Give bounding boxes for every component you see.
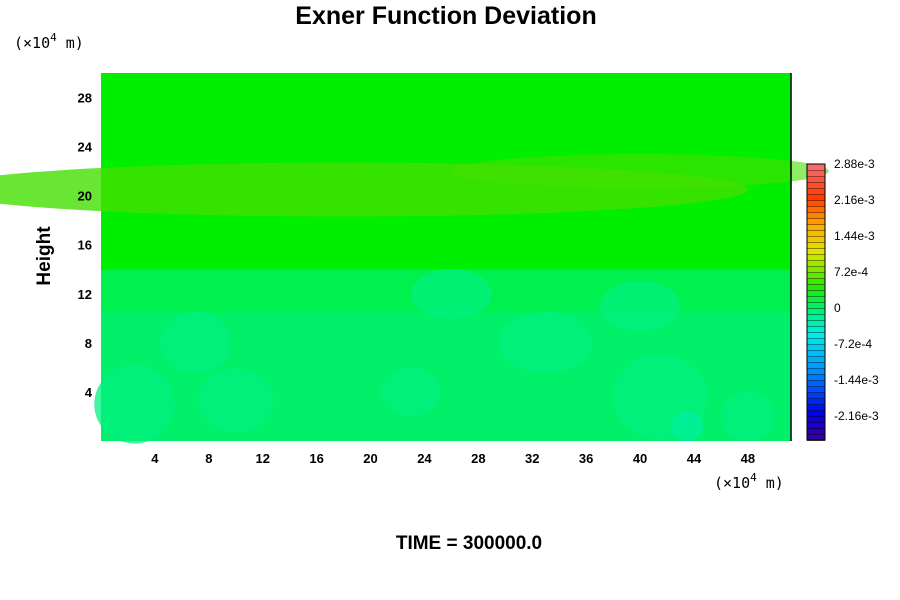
colorbar-segment: [806, 313, 826, 321]
colorbar-segment: [806, 217, 826, 225]
x-tick-label: 20: [363, 451, 377, 466]
colorbar-segment: [806, 265, 826, 273]
colorbar-segment: [806, 283, 826, 291]
x-tick-label: 4: [151, 451, 159, 466]
colorbar-segment: [806, 199, 826, 207]
positive-band-east: [451, 153, 829, 189]
colorbar-segment: [806, 187, 826, 195]
colorbar-segment: [806, 361, 826, 369]
colorbar-segment: [806, 229, 826, 237]
colorbar-segment: [806, 223, 826, 231]
contour-plot-area: [0, 73, 829, 444]
colorbar-segment: [806, 277, 826, 285]
colorbar-frame: [806, 163, 826, 441]
colorbar-segment: [806, 403, 826, 411]
negative-patch: [720, 391, 775, 441]
colorbar-segment: [806, 241, 826, 249]
colorbar-segment: [806, 211, 826, 219]
x-tick-label: 28: [471, 451, 485, 466]
colorbar: 2.88e-3 2.16e-3 1.44e-3 7.2e-4 0 -7.2e-4 -1.44…: [806, 157, 879, 441]
y-tick-label: 20: [78, 189, 92, 204]
colorbar-segment: [806, 205, 826, 213]
negative-patch: [160, 312, 231, 374]
colorbar-segment: [806, 343, 826, 351]
negative-patch: [410, 269, 492, 319]
colorbar-segment: [806, 259, 826, 267]
colorbar-segment: [806, 367, 826, 375]
contour-field-bands: [0, 153, 829, 444]
colorbar-segment: [806, 355, 826, 363]
colorbar-tick-label: 2.16e-3: [834, 193, 875, 207]
colorbar-labels: 2.88e-3 2.16e-3 1.44e-3 7.2e-4 0 -7.2e-4 -1.44…: [834, 157, 879, 423]
colorbar-segment: [806, 181, 826, 189]
x-tick-label: 24: [417, 451, 432, 466]
y-tick-label: 16: [78, 238, 92, 253]
colorbar-segment: [806, 349, 826, 357]
colorbar-segment: [806, 391, 826, 399]
colorbar-tick-label: 0: [834, 301, 841, 315]
colorbar-segments: [806, 163, 826, 441]
x-tick-label: 32: [525, 451, 539, 466]
colorbar-segment: [806, 379, 826, 387]
x-tick-label: 12: [255, 451, 269, 466]
colorbar-tick-label: -1.44e-3: [834, 373, 879, 387]
colorbar-segment: [806, 175, 826, 183]
time-label: TIME = 300000.0: [396, 533, 542, 554]
y-tick-label: 28: [78, 91, 92, 106]
y-tick-label: 12: [78, 287, 92, 302]
colorbar-tick-label: 7.2e-4: [834, 265, 868, 279]
colorbar-tick-label: -7.2e-4: [834, 337, 872, 351]
y-tick-label: 4: [85, 385, 93, 400]
colorbar-segment: [806, 169, 826, 177]
colorbar-segment: [806, 373, 826, 381]
colorbar-tick-label: 2.88e-3: [834, 157, 875, 171]
colorbar-segment: [806, 163, 826, 171]
x-tick-label: 40: [633, 451, 647, 466]
x-axis-ticks: 4 8 12 16 20 24 28 32 36 40 44 48: [151, 451, 755, 466]
x-axis-unit: (×104 m): [714, 471, 784, 492]
negative-patch: [599, 281, 681, 331]
colorbar-tick-label: -2.16e-3: [834, 409, 879, 423]
x-tick-label: 8: [205, 451, 212, 466]
y-axis-ticks: 4 8 12 16 20 24 28: [78, 91, 93, 400]
colorbar-segment: [806, 271, 826, 279]
negative-patch: [381, 367, 441, 417]
colorbar-segment: [806, 193, 826, 201]
colorbar-segment: [806, 397, 826, 405]
x-tick-label: 48: [741, 451, 755, 466]
colorbar-segment: [806, 295, 826, 303]
colorbar-segment: [806, 385, 826, 393]
colorbar-segment: [806, 415, 826, 423]
y-tick-label: 24: [78, 140, 93, 155]
colorbar-segment: [806, 247, 826, 255]
colorbar-segment: [806, 235, 826, 243]
colorbar-segment: [806, 409, 826, 417]
negative-patch: [94, 364, 176, 444]
colorbar-segment: [806, 331, 826, 339]
colorbar-segment: [806, 421, 826, 429]
negative-patch: [498, 312, 593, 374]
chart-title: Exner Function Deviation: [295, 2, 596, 30]
colorbar-segment: [806, 337, 826, 345]
y-tick-label: 8: [85, 336, 92, 351]
colorbar-segment: [806, 427, 826, 435]
x-tick-label: 36: [579, 451, 593, 466]
colorbar-segment: [806, 307, 826, 315]
colorbar-segment: [806, 325, 826, 333]
colorbar-segment: [806, 319, 826, 327]
y-axis-label: Height: [34, 226, 55, 286]
x-tick-label: 44: [687, 451, 702, 466]
y-axis-unit: (×104 m): [14, 31, 84, 52]
negative-patch: [198, 368, 274, 433]
x-tick-label: 16: [309, 451, 323, 466]
colorbar-segment: [806, 253, 826, 261]
negative-patch: [671, 411, 704, 441]
colorbar-segment: [806, 301, 826, 309]
colorbar-tick-label: 1.44e-3: [834, 229, 875, 243]
colorbar-segment: [806, 289, 826, 297]
